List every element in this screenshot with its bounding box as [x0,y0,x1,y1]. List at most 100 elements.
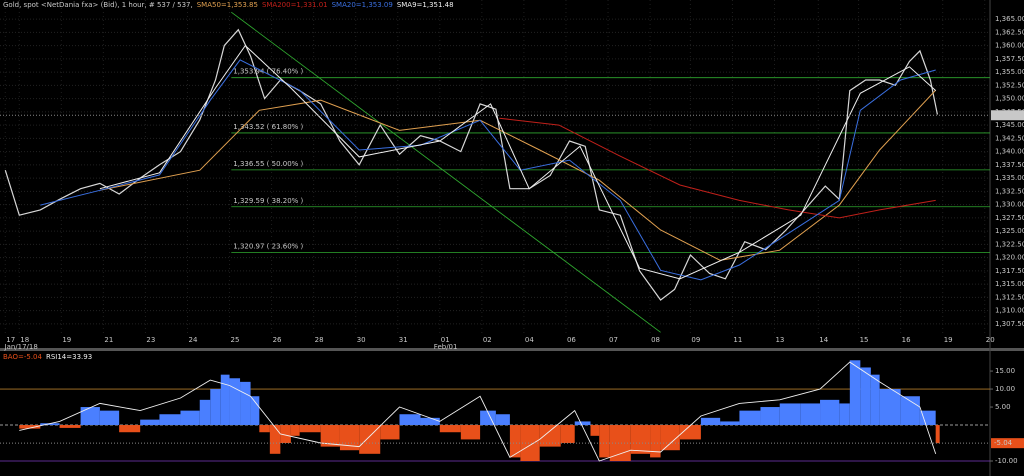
legend-entry: BAO=-5.04 [3,353,43,361]
histogram-bar [879,389,901,426]
histogram-bar [560,425,575,444]
y-tick-label: 1,332.50 [995,187,1024,195]
histogram-bar [240,381,251,426]
y-tick-label: 1,330.00 [995,201,1024,209]
x-tick-label: 20 [986,336,995,344]
y-tick-label: 1,312.50 [995,293,1024,301]
x-tick-label: 31 [399,336,408,344]
histogram-bar [779,403,801,426]
histogram-bar [520,425,540,462]
date-label: Jan/17/18 [4,343,38,351]
histogram-bar [280,425,291,444]
histogram-bar [199,399,211,426]
histogram-bar [119,425,141,433]
histogram-bar [299,425,321,433]
x-tick-label: 14 [819,336,828,344]
legend-entry: RSI14=33.93 [46,353,92,361]
trendline [231,11,661,333]
x-tick-label: 21 [104,336,113,344]
histogram-bar [849,360,861,426]
y-tick-label: 1,322.50 [995,240,1024,248]
x-tick-label: 30 [357,336,366,344]
histogram-bar [420,417,440,426]
histogram-bar [19,425,41,429]
y-tick-label: 1,360.00 [995,42,1024,50]
y-tick-label: 1,337.50 [995,161,1024,169]
histogram-bar [460,425,481,440]
rsi-line [19,361,937,462]
panel-separator [0,348,1024,351]
fib-label: 1,320.97 ( 23.60% ) [233,242,303,250]
histogram-bar [180,410,200,426]
y-tick-label: 1,335.00 [995,174,1024,182]
fib-label: 1,353.94 ( 76.40% ) [233,68,303,76]
last-value-box [991,110,1024,121]
x-tick-label: 08 [651,336,660,344]
y-tick-label: 1,315.00 [995,280,1024,288]
fib-label: 1,336.55 ( 50.00% ) [233,160,303,168]
legend-entry: SMA200=1,331.01 [262,1,328,9]
fib-label: 1,329.59 ( 38.20% ) [233,197,303,205]
histogram-bar [40,423,60,426]
histogram-bar [760,407,780,426]
x-tick-label: 09 [691,336,700,344]
x-tick-label: 15 [860,336,869,344]
y-tick-label: 1,345.00 [995,121,1024,129]
histogram-bar [59,425,81,428]
indicator-header: BAO=-5.04 RSI14=33.93 [3,353,92,361]
y-tick-label: -10.00 [995,457,1018,465]
histogram-bar [820,399,840,426]
y-tick-label: 1,325.00 [995,227,1024,235]
chart-title: Gold, spot <NetDania fxa> (Bid), 1 hour,… [3,1,193,9]
x-tick-label: 13 [775,336,784,344]
histogram-bar [159,414,181,426]
x-tick-label: 19 [944,336,953,344]
y-tick-label: 1,342.50 [995,134,1024,142]
legend-entry: SMA20=1,353.09 [332,1,393,9]
y-tick-label: 1,310.00 [995,307,1024,315]
x-tick-label: 04 [525,336,534,344]
last-value-box [991,438,1024,449]
x-tick-label: 01 [441,336,450,344]
histogram-bar [935,425,940,444]
histogram-bar [495,414,510,426]
x-tick-label: 26 [273,336,282,344]
histogram-bar [739,410,761,426]
y-tick-label: 1,362.50 [995,28,1024,36]
x-tick-label: 11 [733,336,742,344]
x-tick-label: 25 [231,336,240,344]
histogram-bar [574,421,591,426]
histogram-bar [720,421,740,426]
histogram-bar [439,425,461,433]
y-tick-label: 1,352.50 [995,81,1024,89]
sma-line [499,117,936,219]
y-tick-label: 1,307.50 [995,320,1024,328]
y-tick-label: 1,340.00 [995,148,1024,156]
histogram-bar [80,407,100,426]
date-label: Feb/01 [434,343,458,351]
histogram-bar [599,425,610,458]
histogram-bar [509,425,521,458]
last-value-label: -5.04 [994,439,1013,447]
histogram-bar [860,367,871,426]
histogram-bar [700,417,721,426]
histogram-bar [539,425,561,447]
y-tick-label: 1,365.00 [995,15,1024,23]
histogram-bar [800,403,821,426]
histogram-bar [259,425,270,433]
histogram-bar [220,374,230,426]
histogram-bar [99,410,120,426]
fib-label: 1,343.52 ( 61.80% ) [233,123,303,131]
histogram-bar [630,425,651,454]
x-tick-label: 02 [483,336,492,344]
x-tick-label: 19 [62,336,71,344]
y-tick-label: 1,350.00 [995,95,1024,103]
y-tick-label: 1,355.00 [995,68,1024,76]
y-tick-label: 5.00 [995,403,1011,411]
histogram-bar [870,374,880,426]
y-tick-label: 10.00 [995,385,1015,393]
histogram-bar [919,410,936,426]
histogram-bar [269,425,281,454]
